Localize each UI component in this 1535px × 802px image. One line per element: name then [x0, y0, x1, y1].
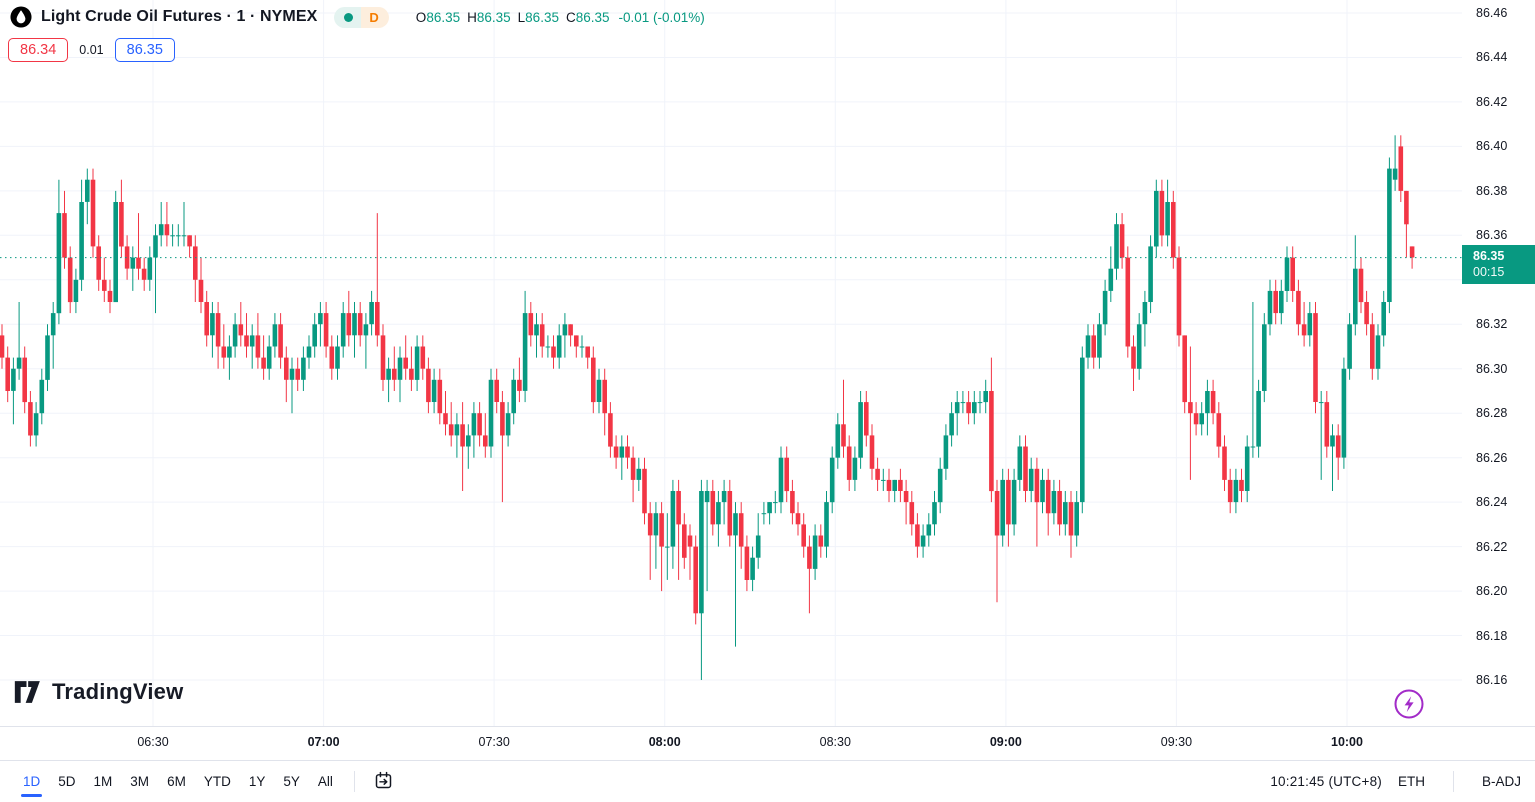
price-axis-label: 86.18: [1476, 628, 1508, 643]
candlestick-chart[interactable]: [0, 0, 1462, 726]
range-button-3m[interactable]: 3M: [121, 768, 158, 795]
tradingview-watermark[interactable]: TradingView: [14, 679, 183, 705]
go-to-date-button[interactable]: [369, 768, 398, 796]
price-axis-label: 86.30: [1476, 361, 1508, 376]
sell-bid-button[interactable]: 86.34: [8, 38, 69, 62]
price-axis-label: 86.44: [1476, 50, 1508, 65]
time-axis-label: 07:00: [307, 735, 340, 749]
price-axis-label: 86.16: [1476, 673, 1508, 687]
range-button-ytd[interactable]: YTD: [195, 768, 240, 795]
range-button-all[interactable]: All: [309, 768, 342, 795]
price-axis-label: 86.24: [1476, 495, 1508, 510]
time-axis-label: 07:30: [478, 735, 510, 749]
toolbar-right: 10:21:45 (UTC+8) ETH B-ADJ: [1270, 771, 1521, 792]
range-button-6m[interactable]: 6M: [158, 768, 195, 795]
close-value: 86.35: [575, 9, 610, 25]
price-axis-label: 86.46: [1476, 6, 1508, 20]
daily-badge-label: D: [361, 6, 389, 28]
low-value: 86.35: [525, 9, 559, 25]
time-axis-label: 10:00: [1330, 735, 1363, 749]
range-button-1d[interactable]: 1D: [14, 768, 49, 797]
time-axis[interactable]: 06:30 07:00 07:30 08:00 08:30 09:00 09:30 10:00: [0, 726, 1535, 760]
range-button-5d[interactable]: 5D: [49, 768, 84, 795]
session-eth-button[interactable]: ETH: [1397, 774, 1425, 789]
symbol-title[interactable]: Light Crude Oil Futures · 1 · NYMEX: [41, 8, 318, 25]
ohlc-row: O86.35 H86.35 L86.35 C86.35 -0.01 (-0.01…: [416, 10, 705, 25]
low-label: L: [517, 9, 526, 25]
price-axis-label: 86.38: [1476, 183, 1508, 198]
time-axis-label: 06:30: [137, 735, 169, 749]
toolbar-divider: [353, 771, 355, 792]
range-button-1m[interactable]: 1M: [85, 768, 122, 795]
toolbar-divider: [1452, 771, 1454, 792]
price-axis-label: 86.42: [1476, 94, 1508, 109]
time-axis-label: 09:00: [989, 735, 1022, 749]
bar-countdown: 00:15: [1473, 264, 1505, 279]
oil-drop-icon: [10, 6, 32, 28]
price-axis-label: 86.26: [1476, 450, 1508, 465]
price-axis-label: 86.22: [1476, 539, 1508, 554]
tradingview-logo-icon: [14, 681, 40, 703]
change-value: -0.01 (-0.01%): [618, 9, 705, 25]
price-axis[interactable]: 86.35 00:15 86.46 86.44 86.42 86.40 86.38 86.…: [1462, 0, 1535, 726]
time-axis-label: 08:30: [819, 735, 851, 749]
back-adjustment-button[interactable]: B-ADJ: [1481, 774, 1521, 789]
interval-badge[interactable]: D: [334, 6, 389, 28]
price-axis-label: 86.28: [1476, 406, 1508, 421]
chart-pane[interactable]: Light Crude Oil Futures · 1 · NYMEX D O8…: [0, 0, 1462, 726]
high-label: H: [467, 9, 477, 25]
high-value: 86.35: [476, 9, 511, 25]
buy-ask-button[interactable]: 86.35: [114, 38, 175, 62]
time-axis-label: 09:30: [1160, 735, 1193, 749]
open-value: 86.35: [426, 9, 461, 25]
price-axis-label: 86.36: [1476, 228, 1508, 243]
open-label: O: [415, 9, 427, 25]
market-status-dot-icon: [344, 12, 354, 22]
quote-row: 86.34 0.01 86.35: [8, 38, 175, 62]
symbol-legend: Light Crude Oil Futures · 1 · NYMEX D O8…: [10, 6, 705, 28]
tradingview-logo-text: TradingView: [52, 679, 184, 704]
lightning-icon: [1394, 689, 1424, 719]
price-axis-label: 86.20: [1476, 584, 1508, 599]
time-axis-label: 08:00: [648, 735, 681, 749]
clock-text[interactable]: 10:21:45 (UTC+8): [1270, 774, 1382, 789]
last-price-value: 86.35: [1473, 248, 1505, 263]
spread-value: 0.01: [79, 43, 104, 57]
close-label: C: [565, 9, 576, 25]
range-button-5y[interactable]: 5Y: [274, 768, 309, 795]
date-range-buttons: 1D 5D 1M 3M 6M YTD 1Y 5Y All: [14, 768, 342, 797]
price-axis-label: 86.32: [1476, 317, 1508, 332]
flash-button[interactable]: [1393, 688, 1425, 720]
price-axis-label: 86.40: [1476, 139, 1508, 154]
bottom-toolbar: 1D 5D 1M 3M 6M YTD 1Y 5Y All 10:21:45 (UTC+8) ET…: [0, 760, 1535, 802]
last-price-tag: 86.35 00:15: [1462, 244, 1535, 284]
calendar-icon: [375, 771, 392, 788]
range-button-1y[interactable]: 1Y: [240, 768, 275, 795]
